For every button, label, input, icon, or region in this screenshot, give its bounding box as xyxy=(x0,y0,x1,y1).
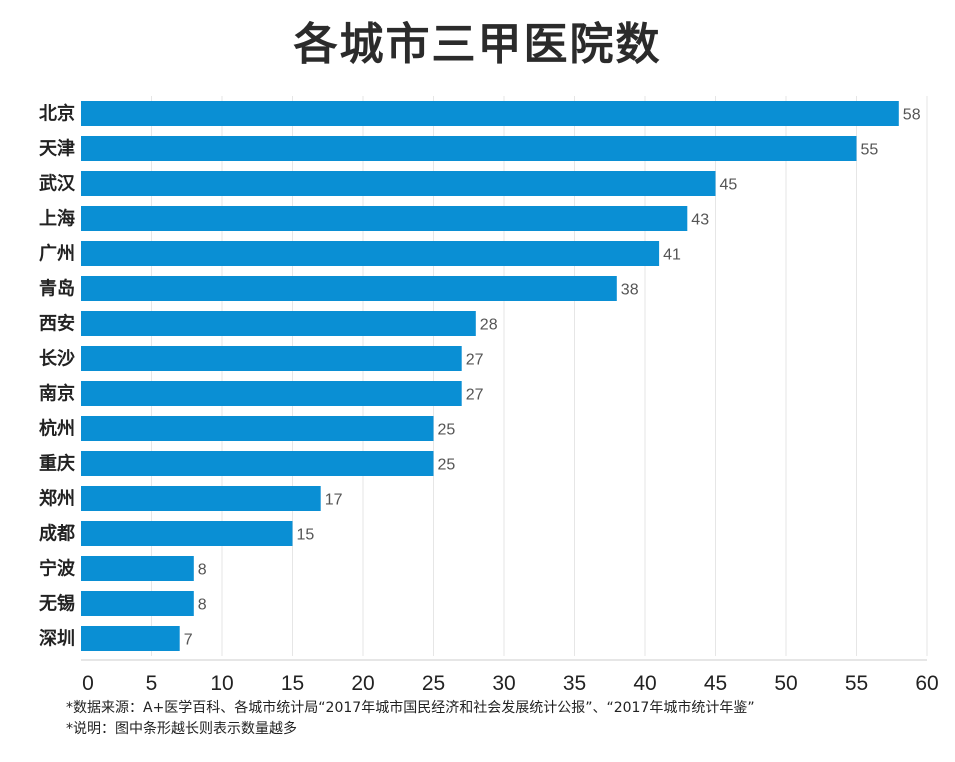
value-label: 41 xyxy=(663,247,681,264)
value-label: 43 xyxy=(691,212,709,229)
value-label: 17 xyxy=(325,492,343,509)
x-tick-label: 60 xyxy=(915,672,938,695)
x-tick-label: 5 xyxy=(146,672,158,695)
bar xyxy=(81,556,194,581)
category-label: 天津 xyxy=(39,138,75,160)
value-label: 8 xyxy=(198,597,207,614)
category-label: 杭州 xyxy=(39,418,75,440)
value-label: 55 xyxy=(861,142,879,159)
chart-title: 各城市三甲医院数 xyxy=(293,19,662,70)
bar xyxy=(81,521,293,546)
bar xyxy=(81,486,321,511)
value-label: 27 xyxy=(466,387,484,404)
bar xyxy=(81,241,660,266)
category-label: 郑州 xyxy=(39,488,75,510)
category-label: 长沙 xyxy=(39,349,75,370)
bar xyxy=(81,416,434,441)
category-label: 无锡 xyxy=(39,593,75,615)
category-label: 成都 xyxy=(39,523,75,545)
bar xyxy=(81,626,180,651)
category-label: 北京 xyxy=(39,103,75,125)
bar xyxy=(81,381,462,406)
value-label: 45 xyxy=(720,177,738,194)
x-tick-label: 25 xyxy=(422,672,445,695)
bar xyxy=(81,206,688,231)
category-label: 西安 xyxy=(39,313,75,335)
value-label: 7 xyxy=(184,632,193,649)
value-label: 27 xyxy=(466,352,484,369)
x-tick-label: 45 xyxy=(704,672,727,695)
description-note: *说明：图中条形越长则表示数量越多 xyxy=(66,721,297,737)
value-label: 28 xyxy=(480,317,498,334)
source-note: *数据来源：A+医学百科、各城市统计局“2017年城市国民经济和社会发展统计公报… xyxy=(66,700,755,716)
x-tick-label: 55 xyxy=(845,672,868,695)
value-label: 8 xyxy=(198,562,207,579)
category-label: 上海 xyxy=(39,208,75,230)
x-tick-label: 35 xyxy=(563,672,586,695)
bar xyxy=(81,346,462,371)
bar xyxy=(81,101,899,126)
category-label: 武汉 xyxy=(39,174,76,195)
bar xyxy=(81,591,194,616)
bar xyxy=(81,276,617,301)
x-tick-label: 0 xyxy=(82,672,94,695)
value-label: 25 xyxy=(438,457,456,474)
bar xyxy=(81,136,857,161)
x-tick-label: 15 xyxy=(281,672,304,695)
bar xyxy=(81,171,716,196)
category-label: 深圳 xyxy=(39,628,75,650)
category-label: 宁波 xyxy=(39,558,76,580)
value-label: 15 xyxy=(297,527,315,544)
bar xyxy=(81,451,434,476)
value-label: 58 xyxy=(903,107,921,124)
x-tick-label: 50 xyxy=(774,672,797,695)
category-label: 南京 xyxy=(39,383,75,405)
x-tick-label: 10 xyxy=(210,672,233,695)
value-label: 38 xyxy=(621,282,639,299)
x-tick-label: 30 xyxy=(492,672,515,695)
category-label: 广州 xyxy=(39,243,75,265)
category-label: 青岛 xyxy=(39,278,75,300)
x-tick-label: 40 xyxy=(633,672,656,695)
value-label: 25 xyxy=(438,422,456,439)
category-label: 重庆 xyxy=(39,453,75,475)
bar xyxy=(81,311,476,336)
x-tick-label: 20 xyxy=(351,672,374,695)
